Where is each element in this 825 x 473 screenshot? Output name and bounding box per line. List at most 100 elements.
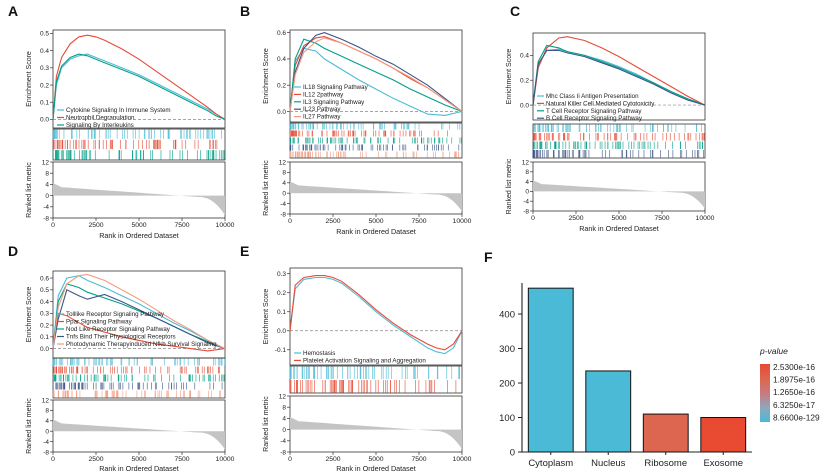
es-curve-A-0: [52, 53, 226, 120]
legend-label-B-0: IL18 Signaling Pathway: [303, 84, 369, 91]
x-tick-label-E: 7500: [411, 456, 426, 463]
metric-y-axis-title-C: Ranked list metric: [506, 158, 513, 214]
x-tick-label-A: 5000: [131, 222, 146, 229]
es-y-tick-label-D: 0.1: [40, 334, 49, 341]
metric-y-tick-label-E: 12: [279, 393, 287, 400]
es-curve-B-2: [289, 38, 463, 113]
legend-label-D-3: Tnfs Bind Their Physiological Receptors: [66, 334, 176, 341]
x-tick-label-B: 2500: [325, 218, 340, 225]
panel-label-E: E: [240, 243, 249, 259]
metric-y-tick-label-C: 8: [525, 169, 529, 176]
es-y-tick-label-E: -0.1: [275, 347, 287, 354]
es-y-tick-label-D: 0.6: [40, 275, 49, 282]
metric-y-tick-label-E: -8: [280, 449, 286, 456]
bar-nucleus: [585, 370, 632, 453]
es-curve-D-1: [52, 312, 226, 352]
bar-y-tick-label: 400: [499, 310, 515, 321]
pvalue-legend-label: 8.6600e-129: [773, 412, 820, 422]
x-tick-label-E: 5000: [368, 456, 383, 463]
metric-y-tick-label-B: 4: [282, 180, 286, 187]
metric-y-tick-label-A: -4: [43, 204, 49, 211]
legend-label-A-0: Cytokine Signaling In Immune System: [66, 107, 171, 114]
bar-y-tick-label: 0: [510, 448, 515, 459]
pvalue-legend-label: 2.5300e-16: [773, 362, 815, 372]
es-y-tick-label-A: 0.2: [40, 82, 49, 89]
legend-label-C-1: Natural Killer Cell Mediated Cytotoxicit…: [546, 100, 655, 107]
metric-y-axis-title-B: Ranked list metric: [263, 160, 270, 216]
es-y-tick-label-C: 0.4: [520, 53, 529, 60]
ranked-metric-area-E: [290, 417, 462, 450]
es-y-axis-title-D: Enrichment Score: [26, 287, 33, 343]
es-curve-A-1: [52, 34, 226, 120]
x-axis-title-B: Rank in Ordered Dataset: [336, 227, 416, 236]
es-y-tick-label-D: 0.0: [40, 346, 49, 353]
es-curve-D-0: [52, 275, 226, 350]
legend-label-D-2: Nod Like Receptor Signaling Pathway: [66, 326, 171, 333]
bar-exosome: [700, 417, 747, 453]
metric-y-tick-label-D: -8: [43, 449, 49, 456]
es-plot-frame-E: [289, 267, 463, 366]
panel-label-A: A: [8, 3, 18, 19]
legend-label-D-1: Ppar Signaling Pathway: [66, 319, 133, 326]
es-y-tick-label-A: 0.3: [40, 65, 49, 72]
metric-y-axis-title-A: Ranked list metric: [26, 162, 33, 218]
metric-y-tick-label-B: 0: [282, 191, 286, 198]
es-y-tick-label-E: 0.3: [277, 271, 286, 278]
es-y-tick-label-D: 0.4: [40, 299, 49, 306]
legend-label-A-2: Signaling By Interleukins: [66, 122, 134, 129]
pvalue-legend-label: 1.2650e-16: [773, 387, 815, 397]
es-curve-A-2: [52, 53, 226, 120]
metric-y-tick-label-C: 0: [525, 189, 529, 196]
ranked-metric-area-B: [290, 181, 462, 212]
metric-y-tick-label-E: 4: [282, 416, 286, 423]
es-y-tick-label-E: 0.2: [277, 290, 286, 297]
legend-label-E-0: Hemostasis: [303, 350, 335, 357]
es-y-tick-label-B: 0.0: [277, 109, 286, 116]
metric-y-tick-label-A: 8: [45, 171, 49, 178]
legend-label-B-1: IL12 2pathway: [303, 91, 344, 98]
es-y-axis-title-E: Enrichment Score: [263, 289, 270, 345]
ranked-metric-area-A: [53, 183, 225, 216]
es-y-tick-label-E: 0.0: [277, 328, 286, 335]
x-tick-label-A: 7500: [174, 222, 189, 229]
x-tick-label-A: 10000: [216, 222, 235, 229]
metric-y-tick-label-D: 0: [45, 429, 49, 436]
x-tick-label-A: 2500: [88, 222, 103, 229]
es-y-axis-title-C: Enrichment Score: [506, 49, 513, 105]
legend-label-D-4: Photodynamic Therapyinduced Nfkb Surviva…: [66, 341, 217, 348]
es-y-axis-title-A: Enrichment Score: [26, 51, 33, 107]
x-tick-label-C: 10000: [696, 215, 715, 222]
x-axis-title-E: Rank in Ordered Dataset: [336, 464, 416, 473]
x-tick-label-D: 7500: [174, 456, 189, 463]
x-tick-label-E: 2500: [325, 456, 340, 463]
es-curve-C-2: [532, 44, 706, 106]
x-axis-title-C: Rank in Ordered Dataset: [579, 224, 659, 233]
hit-strip-frame-E: [289, 365, 463, 394]
bar-y-tick-label: 100: [499, 413, 515, 424]
bar-cytoplasm: [527, 287, 574, 453]
metric-y-axis-title-D: Ranked list metric: [26, 398, 33, 454]
es-y-tick-label-A: 0.0: [40, 117, 49, 124]
x-tick-label-C: 2500: [568, 215, 583, 222]
es-y-tick-label-E: 0.1: [277, 309, 286, 316]
legend-label-E-1: Platelet Activation Signaling and Aggreg…: [303, 357, 426, 364]
es-plot-frame-B: [289, 29, 463, 123]
legend-label-A-1: Neutrophil Degranulation: [66, 115, 135, 122]
metric-y-tick-label-E: 8: [282, 405, 286, 412]
x-tick-label-A: 0: [51, 222, 55, 229]
es-curve-E-1: [289, 275, 463, 351]
bar-x-tick-label: Cytoplasm: [528, 458, 573, 469]
bar-x-tick-label: Exosome: [703, 458, 743, 469]
metric-y-tick-label-C: 4: [525, 179, 529, 186]
metric-y-tick-label-A: 0: [45, 193, 49, 200]
hit-strip-frame-D: [52, 357, 226, 399]
es-plot-frame-C: [532, 32, 706, 121]
es-y-tick-label-C: 0.0: [520, 102, 529, 109]
x-axis-title-A: Rank in Ordered Dataset: [99, 231, 179, 240]
es-curve-B-3: [289, 32, 463, 112]
x-tick-label-B: 5000: [368, 218, 383, 225]
x-tick-label-D: 0: [51, 456, 55, 463]
legend-label-C-3: B Cell Receptor Signaling Pathway: [546, 115, 643, 122]
es-curve-B-4: [289, 37, 463, 112]
